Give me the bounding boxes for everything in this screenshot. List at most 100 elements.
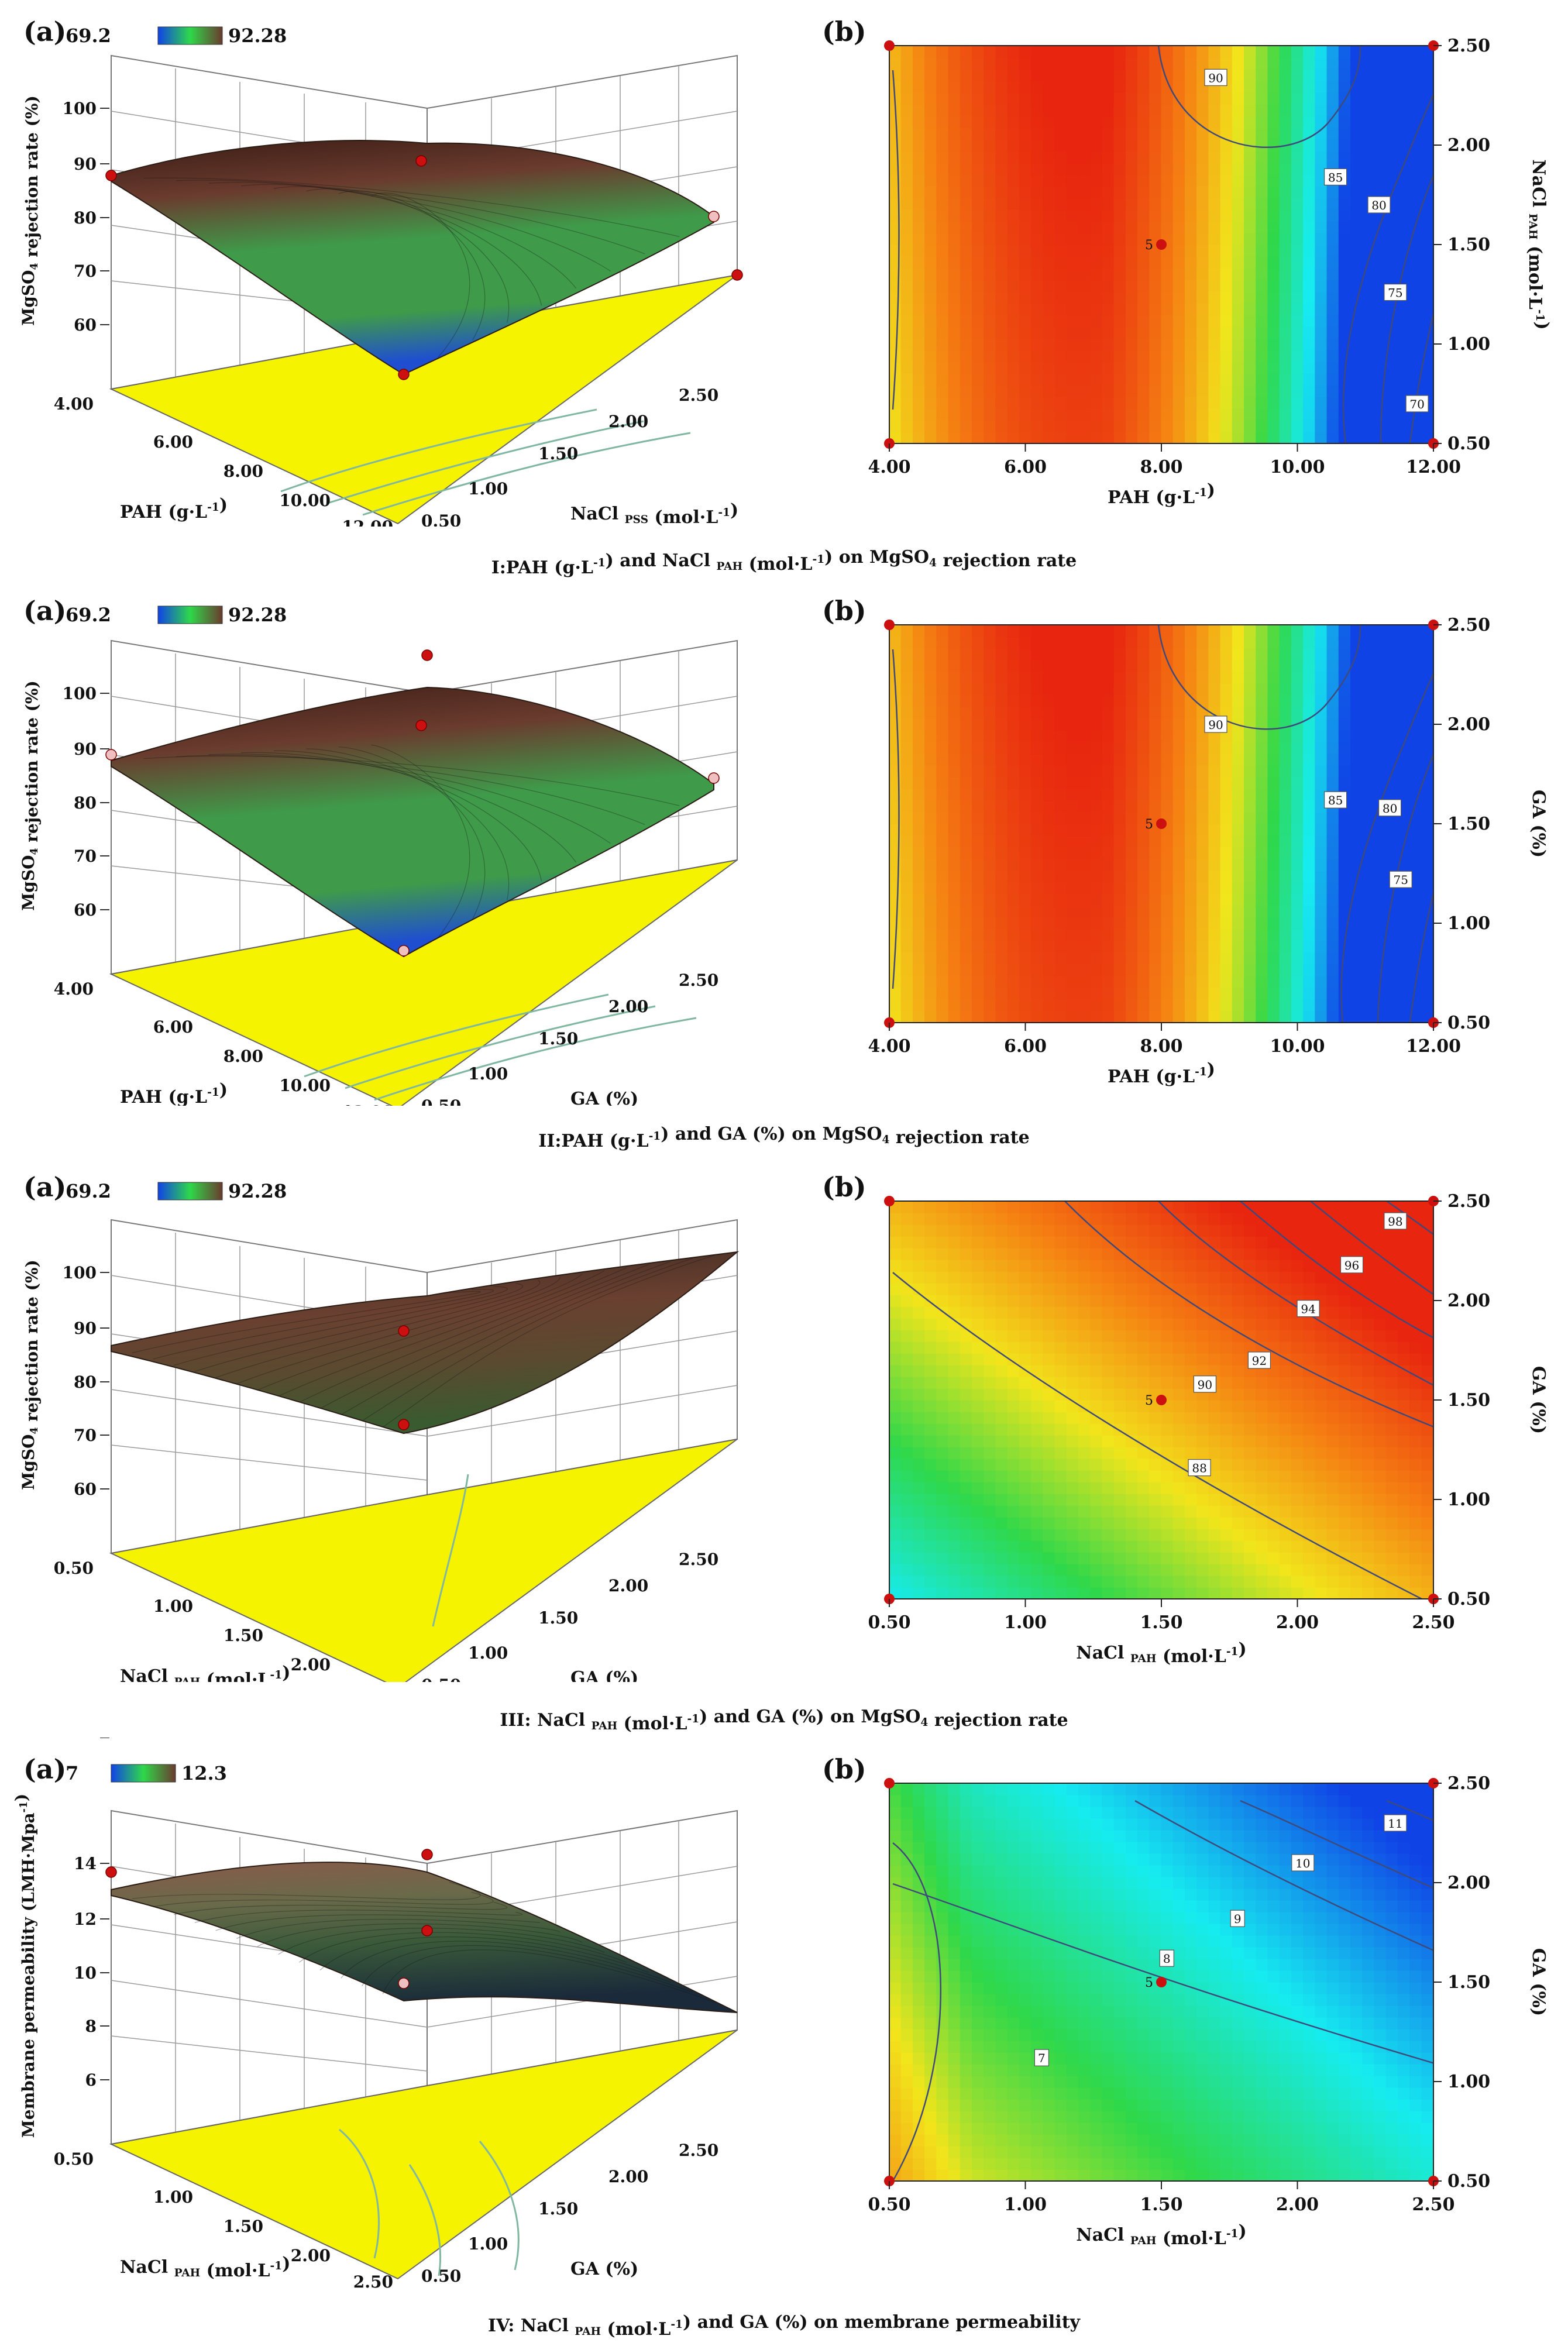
- heatmap-cell: [1114, 397, 1126, 409]
- heatmap-cell: [1339, 1482, 1351, 1494]
- heatmap-cell: [1409, 835, 1422, 848]
- heatmap-cell: [924, 198, 937, 210]
- heatmap-cell: [1185, 847, 1197, 859]
- heatmap-cell: [1149, 695, 1161, 707]
- heatmap-cell: [1019, 186, 1031, 198]
- heatmap-cell: [1019, 128, 1031, 140]
- heatmap-cell: [889, 1388, 902, 1401]
- heatmap-cell: [1126, 245, 1138, 257]
- heatmap-cell: [1291, 57, 1304, 70]
- heatmap-cell: [1303, 754, 1315, 766]
- heatmap-cell: [1055, 1552, 1067, 1564]
- heatmap-cell: [960, 1423, 972, 1436]
- heatmap-cell: [1043, 777, 1055, 789]
- heatmap-cell: [1291, 824, 1304, 836]
- heatmap-cell: [1315, 1412, 1327, 1424]
- heatmap-cell: [1374, 730, 1386, 742]
- heatmap-cell: [1208, 988, 1220, 1000]
- heatmap-cell: [1232, 754, 1244, 766]
- heatmap-cell: [1137, 835, 1150, 848]
- heatmap-cell: [901, 754, 913, 766]
- heatmap-cell: [1256, 326, 1268, 339]
- heatmap-cell: [1256, 209, 1268, 222]
- heatmap-cell: [1078, 625, 1091, 637]
- heatmap-cell: [1232, 221, 1244, 233]
- heatmap-cell: [1327, 999, 1339, 1012]
- heatmap-cell: [1232, 1388, 1244, 1401]
- heatmap-cell: [1055, 1540, 1067, 1553]
- heatmap-cell: [1019, 718, 1031, 731]
- heatmap-cell: [1067, 637, 1079, 649]
- heatmap-cell: [972, 1365, 984, 1377]
- heatmap-cell: [1126, 1248, 1138, 1260]
- heatmap-cell: [1280, 1388, 1292, 1401]
- heatmap-cell: [1007, 57, 1020, 70]
- heatmap-cell: [948, 174, 961, 187]
- heatmap-cell: [913, 362, 925, 374]
- heatmap-cell: [1126, 1412, 1138, 1424]
- heatmap-cell: [1007, 362, 1020, 374]
- heatmap-cell: [1090, 789, 1102, 801]
- heatmap-cell: [1256, 1236, 1268, 1248]
- heatmap-cell: [1232, 245, 1244, 257]
- heatmap-cell: [948, 1458, 961, 1471]
- heatmap-cell: [901, 929, 913, 941]
- heatmap-cell: [1220, 350, 1233, 362]
- heatmap-cell: [889, 964, 902, 976]
- heatmap-cell: [948, 1576, 961, 1588]
- heatmap-cell: [984, 1388, 996, 1401]
- heatmap-cell: [1161, 198, 1174, 210]
- heatmap-cell: [1421, 660, 1433, 672]
- heatmap-cell: [1409, 648, 1422, 661]
- heatmap-cell: [913, 81, 925, 93]
- heatmap-cell: [1350, 1529, 1363, 1541]
- heatmap-cell: [1327, 1388, 1339, 1401]
- heatmap-cell: [1303, 350, 1315, 362]
- heatmap-cell: [1019, 81, 1031, 93]
- heatmap-cell: [913, 859, 925, 871]
- heatmap-cell: [1256, 1494, 1268, 1506]
- x-axis-label: PAH (g·L-1): [120, 495, 228, 522]
- heatmap-cell: [1149, 174, 1161, 187]
- heatmap-cell: [1244, 315, 1256, 327]
- heatmap-cell: [1374, 408, 1386, 421]
- heatmap-cell: [1019, 777, 1031, 789]
- heatmap-cell: [1232, 1236, 1244, 1248]
- heatmap-cell: [1137, 57, 1150, 70]
- heatmap-cell: [1137, 1458, 1150, 1471]
- heatmap-cell: [960, 1011, 972, 1023]
- label-part: rejection rate (%): [22, 1260, 42, 1427]
- heatmap-cell: [1256, 754, 1268, 766]
- heatmap-cell: [1220, 397, 1233, 409]
- heatmap-cell: [1114, 625, 1126, 637]
- heatmap-cell: [1409, 81, 1422, 93]
- heatmap-cell: [1220, 1587, 1233, 1599]
- heatmap-cell: [1244, 964, 1256, 976]
- heatmap-cell: [1114, 326, 1126, 339]
- heatmap-cell: [1090, 186, 1102, 198]
- heatmap-cell: [924, 1330, 937, 1342]
- heatmap-cell: [1185, 1494, 1197, 1506]
- heatmap-cell: [1374, 174, 1386, 187]
- heatmap-cell: [913, 672, 925, 684]
- heatmap-cell: [1126, 1388, 1138, 1401]
- heatmap-cell: [1196, 338, 1209, 350]
- heatmap-cell: [960, 777, 972, 789]
- heatmap-cell: [1007, 1482, 1020, 1494]
- heatmap-cell: [1173, 648, 1185, 661]
- heatmap-cell: [1280, 835, 1292, 848]
- heatmap-cell: [1409, 174, 1422, 187]
- heatmap-cell: [1256, 742, 1268, 754]
- heatmap-cell: [1043, 835, 1055, 848]
- heatmap-cell: [1019, 1295, 1031, 1307]
- heatmap-cell: [1303, 57, 1315, 70]
- heatmap-cell: [1090, 174, 1102, 187]
- heatmap-cell: [1007, 104, 1020, 116]
- heatmap-cell: [1220, 92, 1233, 105]
- heatmap-cell: [1007, 882, 1020, 895]
- heatmap-cell: [1196, 1365, 1209, 1377]
- x-tick-label: 4.00: [54, 394, 94, 414]
- heatmap-cell: [924, 116, 937, 128]
- heatmap-cell: [1078, 315, 1091, 327]
- heatmap-cell: [1078, 894, 1091, 906]
